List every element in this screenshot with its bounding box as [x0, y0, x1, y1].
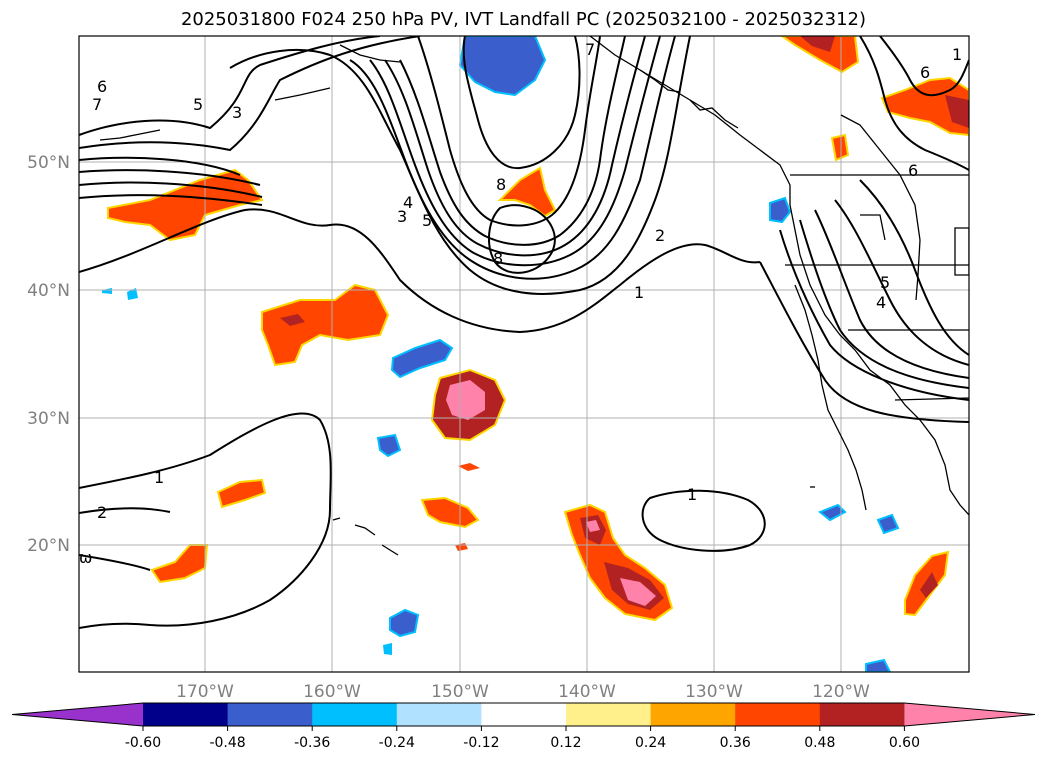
svg-text:8: 8 [496, 175, 506, 194]
lon-label: 130°W [685, 682, 743, 702]
colorbar-extend-min [12, 703, 143, 726]
colorbar-tick-label: -0.48 [209, 735, 245, 751]
colorbar-tick-label: 0.60 [889, 735, 920, 751]
colorbar-segment [566, 703, 652, 726]
colorbar-segment [819, 703, 905, 726]
colorbar-tick-label: 0.24 [635, 735, 666, 751]
map-frame [78, 35, 970, 673]
colorbar-segment [735, 703, 821, 726]
figure-title: 2025031800 F024 250 hPa PV, IVT Landfall… [180, 9, 867, 30]
svg-text:1: 1 [634, 283, 644, 302]
svg-text:ω: ω [79, 548, 92, 567]
lat-label: 40°N [27, 281, 70, 301]
pv-contours [79, 36, 969, 629]
colorbar-segment [481, 703, 567, 726]
svg-text:4: 4 [876, 293, 886, 312]
ivt-negative-regions [102, 36, 900, 672]
svg-text:8: 8 [493, 249, 503, 268]
svg-text:3: 3 [397, 207, 407, 226]
colorbar: -0.60 -0.48 -0.36 -0.24 -0.12 0.12 0.24 0.36 0.4… [11, 702, 1036, 751]
ivt-positive-regions [107, 36, 969, 622]
coastlines [99, 36, 969, 556]
svg-text:6: 6 [908, 161, 918, 180]
lat-label: 20°N [27, 536, 70, 556]
colorbar-segment [227, 703, 313, 726]
gridlines [79, 36, 969, 672]
colorbar-tick-label: 0.48 [804, 735, 835, 751]
latitude-labels: 20°N 30°N 40°N 50°N [27, 153, 70, 556]
svg-text:5: 5 [193, 95, 203, 114]
lon-label: 170°W [176, 682, 234, 702]
lat-label: 50°N [27, 153, 70, 173]
svg-text:1: 1 [154, 468, 164, 487]
lon-label: 150°W [431, 682, 489, 702]
colorbar-segment [396, 703, 482, 726]
colorbar-tick-label: 0.12 [550, 735, 581, 751]
longitude-labels: 170°W 160°W 150°W 140°W 130°W 120°W [176, 682, 870, 702]
pv-contour-labels: 6 7 5 3 4 3 5 8 8 2 1 7 6 6 5 4 1 2 1 1 … [79, 40, 962, 567]
lon-label: 160°W [303, 682, 361, 702]
colorbar-segment [650, 703, 736, 726]
svg-text:2: 2 [97, 503, 107, 522]
svg-text:2: 2 [655, 226, 665, 245]
colorbar-tick-label: -0.36 [294, 735, 330, 751]
colorbar-extend-max [904, 703, 1035, 726]
svg-text:7: 7 [585, 40, 595, 59]
colorbar-tick-label: -0.60 [125, 735, 161, 751]
svg-text:6: 6 [920, 63, 930, 82]
svg-text:4: 4 [403, 193, 413, 212]
colorbar-segment [312, 703, 398, 726]
svg-text:1: 1 [952, 45, 962, 64]
colorbar-tick-label: 0.36 [720, 735, 751, 751]
colorbar-tick-label: -0.24 [379, 735, 415, 751]
lat-label: 30°N [27, 409, 70, 429]
colorbar-tick-label: -0.12 [463, 735, 499, 751]
map-area: 6 7 5 3 4 3 5 8 8 2 1 7 6 6 5 4 1 2 1 1 … [79, 36, 969, 672]
svg-text:3: 3 [232, 103, 242, 122]
svg-text:5: 5 [880, 273, 890, 292]
svg-text:1: 1 [687, 485, 697, 504]
lon-label: 120°W [812, 682, 870, 702]
lon-label: 140°W [558, 682, 616, 702]
svg-text:5: 5 [422, 211, 432, 230]
svg-text:7: 7 [92, 95, 102, 114]
colorbar-segment [143, 703, 229, 726]
svg-text:6: 6 [97, 77, 107, 96]
